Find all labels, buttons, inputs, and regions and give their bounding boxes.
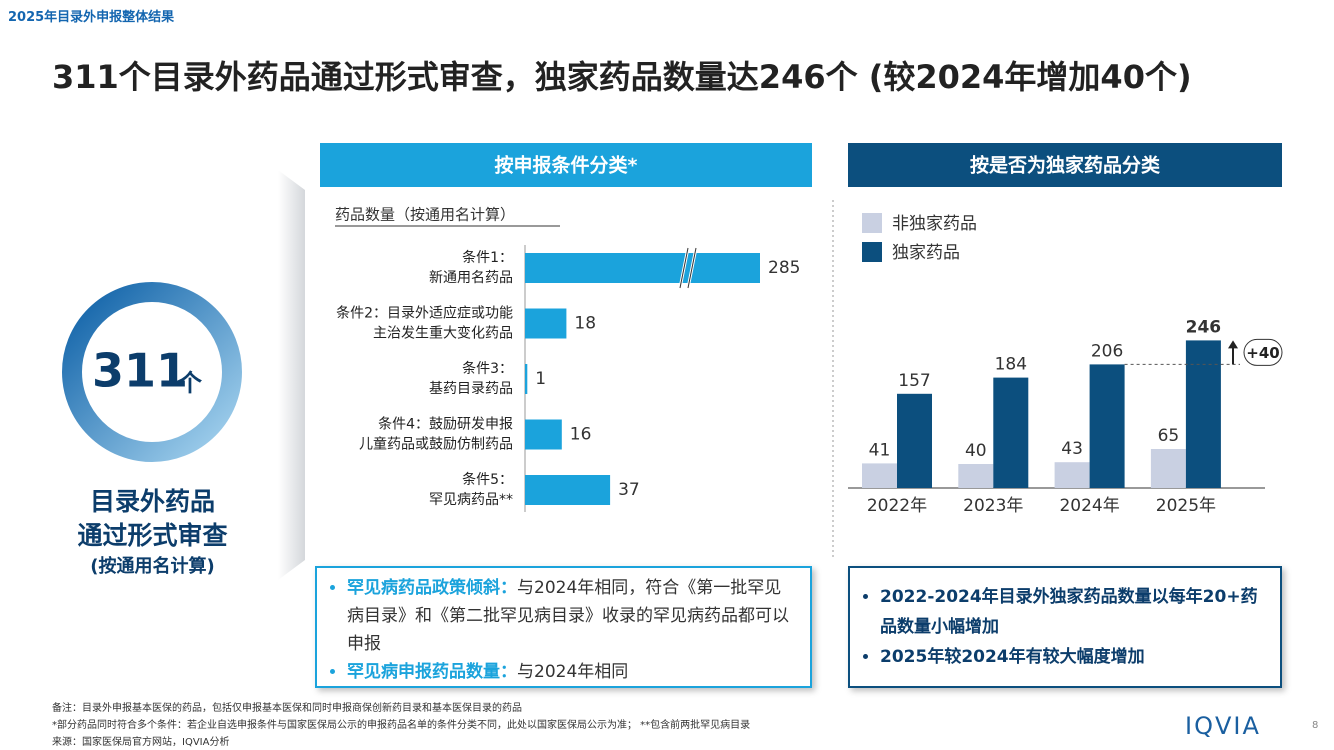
notes-left: 罕见病药品政策倾斜：与2024年相同，符合《第一批罕见病目录》和《第二批罕见病目… — [315, 566, 812, 688]
annotation-box — [1243, 338, 1283, 366]
summary-number: 311 — [92, 344, 188, 398]
category-label: 儿童药品或鼓励仿制药品 — [359, 436, 513, 453]
summary-unit: 个 — [178, 369, 203, 397]
note-item: 2022-2024年目录外独家药品数量以每年20+药品数量小幅增加 — [880, 582, 1268, 642]
bar — [525, 253, 760, 283]
legend-swatch — [862, 242, 882, 262]
category-label: 罕见病药品** — [429, 492, 513, 508]
logo: IQVIA — [1185, 712, 1261, 740]
value-label: 285 — [768, 258, 800, 278]
x-tick-label: 2022年 — [867, 496, 927, 516]
summary-ring — [62, 282, 242, 462]
note-text: 与2024年相同，符合《第一批罕见病目录》和《第二批罕见病目录》收录的罕见病药品… — [347, 578, 789, 654]
note-item: 罕见病申报药品数量：与2024年相同 — [347, 658, 798, 686]
panel-header — [848, 143, 1282, 187]
summary-line: 通过形式审查 — [77, 521, 228, 550]
footnote: 来源：国家医保局官方网站，IQVIA分析 — [52, 737, 230, 748]
value-label: 16 — [570, 425, 592, 445]
bar — [525, 475, 611, 505]
note-label: 罕见病申报药品数量： — [347, 662, 517, 682]
bar — [897, 393, 932, 488]
note-label: 罕见病药品政策倾斜： — [347, 578, 517, 598]
footnote: *部分药品同时符合多个条件：若企业自选申报条件与国家医保局公示的申报药品名单的条… — [52, 720, 751, 731]
value-label: 40 — [965, 441, 987, 461]
footnote: 备注：目录外申报基本医保的药品，包括仅申报基本医保和同时申报商保创新药目录和基本… — [52, 703, 522, 714]
value-label: 206 — [1091, 341, 1123, 361]
category-label: 主治发生重大变化药品 — [373, 326, 513, 342]
note-item: 2025年较2024年有较大幅度增加 — [880, 642, 1268, 672]
category-label: 条件1： — [462, 249, 513, 266]
summary-text: 目录外药品 通过形式审查 (按通用名计算) — [40, 485, 265, 581]
bar — [525, 308, 567, 339]
category-label: 条件5： — [462, 471, 513, 488]
bar — [1089, 364, 1125, 488]
bar — [993, 377, 1029, 488]
legend-swatch — [862, 213, 882, 233]
axis-break — [679, 247, 689, 289]
value-label: 1 — [535, 369, 546, 389]
axis-title: 药品数量（按通用名计算） — [335, 206, 515, 224]
value-label: 184 — [995, 355, 1027, 375]
x-tick-label: 2024年 — [1059, 496, 1119, 516]
summary-line: 目录外药品 — [89, 487, 215, 516]
main-title: 311个目录外药品通过形式审查，独家药品数量达246个 (较2024年增加40个… — [52, 58, 1192, 96]
bar — [1150, 449, 1186, 488]
value-label: 65 — [1158, 426, 1180, 446]
bar — [525, 364, 528, 394]
bar — [958, 464, 994, 488]
section-title: 2025年目录外申报整体结果 — [8, 10, 175, 25]
category-label: 基药目录药品 — [429, 380, 513, 397]
summary-line: (按通用名计算) — [90, 556, 215, 577]
category-label: 条件4：鼓励研发申报 — [378, 416, 513, 433]
note-item: 罕见病药品政策倾斜：与2024年相同，符合《第一批罕见病目录》和《第二批罕见病目… — [347, 574, 798, 658]
x-tick-label: 2023年 — [963, 496, 1023, 516]
panel-title: 按申报条件分类* — [495, 154, 638, 177]
x-tick-label: 2025年 — [1156, 496, 1216, 516]
value-label: 18 — [574, 314, 596, 334]
bar — [525, 419, 562, 450]
value-label: 41 — [869, 440, 891, 460]
axis-break — [687, 247, 697, 289]
value-label: 246 — [1186, 317, 1222, 337]
category-label: 新通用名药品 — [429, 270, 513, 286]
value-label: 157 — [898, 371, 930, 391]
annotation-arrowhead — [1228, 340, 1238, 349]
bar — [1185, 340, 1221, 488]
annotation: +40 — [1246, 344, 1279, 362]
bar — [1054, 462, 1090, 488]
value-label: 37 — [618, 480, 640, 500]
note-text: 与2024年相同 — [517, 662, 629, 682]
category-label: 条件2：目录外适应症或功能 — [336, 305, 513, 322]
panel-title: 按是否为独家药品分类 — [970, 154, 1160, 177]
page-number: 8 — [1312, 720, 1319, 731]
legend-label: 非独家药品 — [892, 214, 977, 234]
notes-right: 2022-2024年目录外独家药品数量以每年20+药品数量小幅增加2025年较2… — [848, 566, 1282, 688]
wedge — [278, 170, 305, 580]
category-label: 条件3： — [462, 360, 513, 377]
bar — [862, 463, 897, 488]
value-label: 43 — [1061, 439, 1083, 459]
panel-header — [320, 143, 812, 187]
legend-label: 独家药品 — [892, 243, 960, 263]
